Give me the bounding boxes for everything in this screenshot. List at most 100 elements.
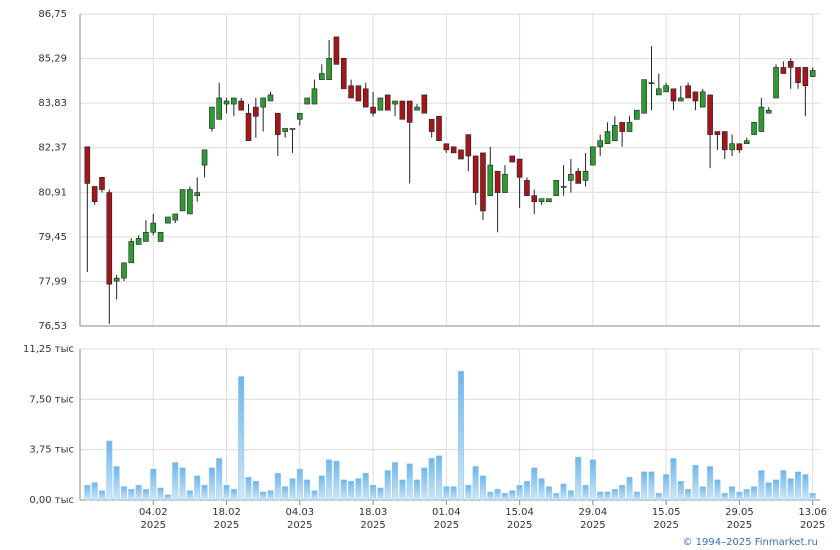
candle-body bbox=[765, 109, 772, 114]
volume-bar bbox=[589, 459, 596, 501]
volume-bar bbox=[98, 490, 105, 501]
volume-bar bbox=[795, 471, 802, 501]
volume-bar bbox=[648, 471, 655, 501]
candle-body bbox=[384, 94, 391, 111]
candle-body bbox=[685, 85, 691, 99]
candle-body bbox=[209, 106, 215, 129]
candle-body bbox=[238, 100, 244, 111]
candle-body bbox=[736, 143, 743, 151]
candle-body bbox=[121, 262, 127, 279]
volume-bar bbox=[421, 467, 428, 501]
volume-bar bbox=[751, 486, 758, 501]
volume-bar bbox=[663, 474, 670, 501]
volume-bar bbox=[128, 489, 135, 501]
volume-bar bbox=[282, 486, 289, 501]
candle-body bbox=[106, 192, 113, 285]
volume-bar bbox=[252, 481, 259, 501]
volume-bar bbox=[743, 489, 750, 501]
candle-body bbox=[707, 94, 713, 135]
candle-body bbox=[670, 88, 677, 102]
candle-body bbox=[787, 61, 794, 68]
x-tick-year: 2025 bbox=[507, 520, 532, 531]
candle-body bbox=[524, 180, 530, 196]
x-tick-year: 2025 bbox=[141, 520, 166, 531]
volume-bar bbox=[333, 460, 340, 501]
volume-bar bbox=[450, 486, 457, 501]
candle-body bbox=[641, 79, 647, 114]
candle-body bbox=[656, 88, 662, 96]
volume-bar bbox=[458, 370, 464, 501]
candle-body bbox=[590, 146, 596, 166]
candle-body bbox=[165, 216, 171, 224]
volume-bar bbox=[377, 487, 384, 501]
volume-bar bbox=[384, 470, 391, 501]
x-tick-label: 15.04 bbox=[505, 507, 534, 518]
volume-bar bbox=[479, 475, 486, 501]
volume-bar bbox=[406, 463, 413, 501]
volume-bar bbox=[575, 456, 582, 501]
candle-body bbox=[135, 238, 142, 245]
volume-bar bbox=[260, 491, 267, 501]
candle-body bbox=[99, 177, 105, 190]
volume-bar bbox=[399, 479, 406, 501]
candle-body bbox=[304, 97, 310, 105]
volume-bar bbox=[721, 493, 728, 501]
candle-body bbox=[436, 115, 442, 141]
candle-body bbox=[487, 164, 494, 196]
volume-bar bbox=[780, 470, 787, 501]
candle-body bbox=[780, 67, 787, 74]
candle-body bbox=[531, 195, 538, 203]
volume-bar bbox=[436, 455, 442, 501]
candle-body bbox=[333, 36, 340, 65]
volume-bar bbox=[597, 491, 604, 501]
candle-body bbox=[604, 131, 611, 145]
candle-body bbox=[406, 100, 413, 123]
volume-bar bbox=[164, 494, 171, 501]
candle-body bbox=[795, 67, 801, 83]
volume-bar bbox=[142, 489, 149, 501]
candle-body bbox=[472, 155, 479, 193]
volume-bar bbox=[685, 489, 692, 501]
candle-body bbox=[509, 155, 516, 163]
volume-bar bbox=[106, 440, 113, 501]
volume-bar bbox=[758, 470, 765, 501]
volume-bar bbox=[802, 474, 809, 501]
candle-body bbox=[560, 186, 567, 188]
x-tick-label: 13.06 bbox=[798, 507, 827, 518]
volume-bar bbox=[355, 478, 362, 501]
volume-bar bbox=[707, 466, 714, 501]
volume-bar bbox=[443, 486, 450, 501]
candle-body bbox=[751, 122, 757, 135]
x-tick-year: 2025 bbox=[214, 520, 239, 531]
volume-bar bbox=[736, 491, 743, 501]
volume-bar bbox=[186, 490, 193, 501]
candle-body bbox=[699, 91, 706, 108]
y-tick-label: 85,29 bbox=[38, 54, 67, 65]
candle-body bbox=[809, 70, 816, 77]
volume-bar bbox=[172, 462, 179, 501]
volume-bar bbox=[494, 489, 501, 501]
candle-body bbox=[113, 277, 120, 282]
volume-bar bbox=[677, 481, 684, 501]
candle-body bbox=[612, 125, 618, 141]
candle-body bbox=[692, 91, 699, 102]
volume-bar bbox=[208, 467, 215, 501]
volume-bar bbox=[553, 493, 560, 501]
y-tick-label: 77,99 bbox=[38, 276, 67, 287]
volume-bar bbox=[465, 485, 472, 501]
x-tick-year: 2025 bbox=[580, 520, 605, 531]
y-tick-label: 80,91 bbox=[38, 187, 67, 198]
candle-body bbox=[267, 94, 274, 102]
candle-body bbox=[450, 146, 457, 154]
y-tick-label: 11,25 тыс bbox=[23, 344, 74, 355]
candle-body bbox=[348, 85, 354, 99]
candle-body bbox=[282, 128, 288, 132]
candle-body bbox=[289, 128, 296, 130]
x-tick-label: 04.02 bbox=[139, 507, 168, 518]
volume-bar bbox=[604, 491, 611, 501]
candle-body bbox=[773, 67, 779, 99]
volume-bar bbox=[633, 491, 640, 501]
volume-bar bbox=[230, 489, 237, 501]
x-tick-label: 04.03 bbox=[285, 507, 314, 518]
